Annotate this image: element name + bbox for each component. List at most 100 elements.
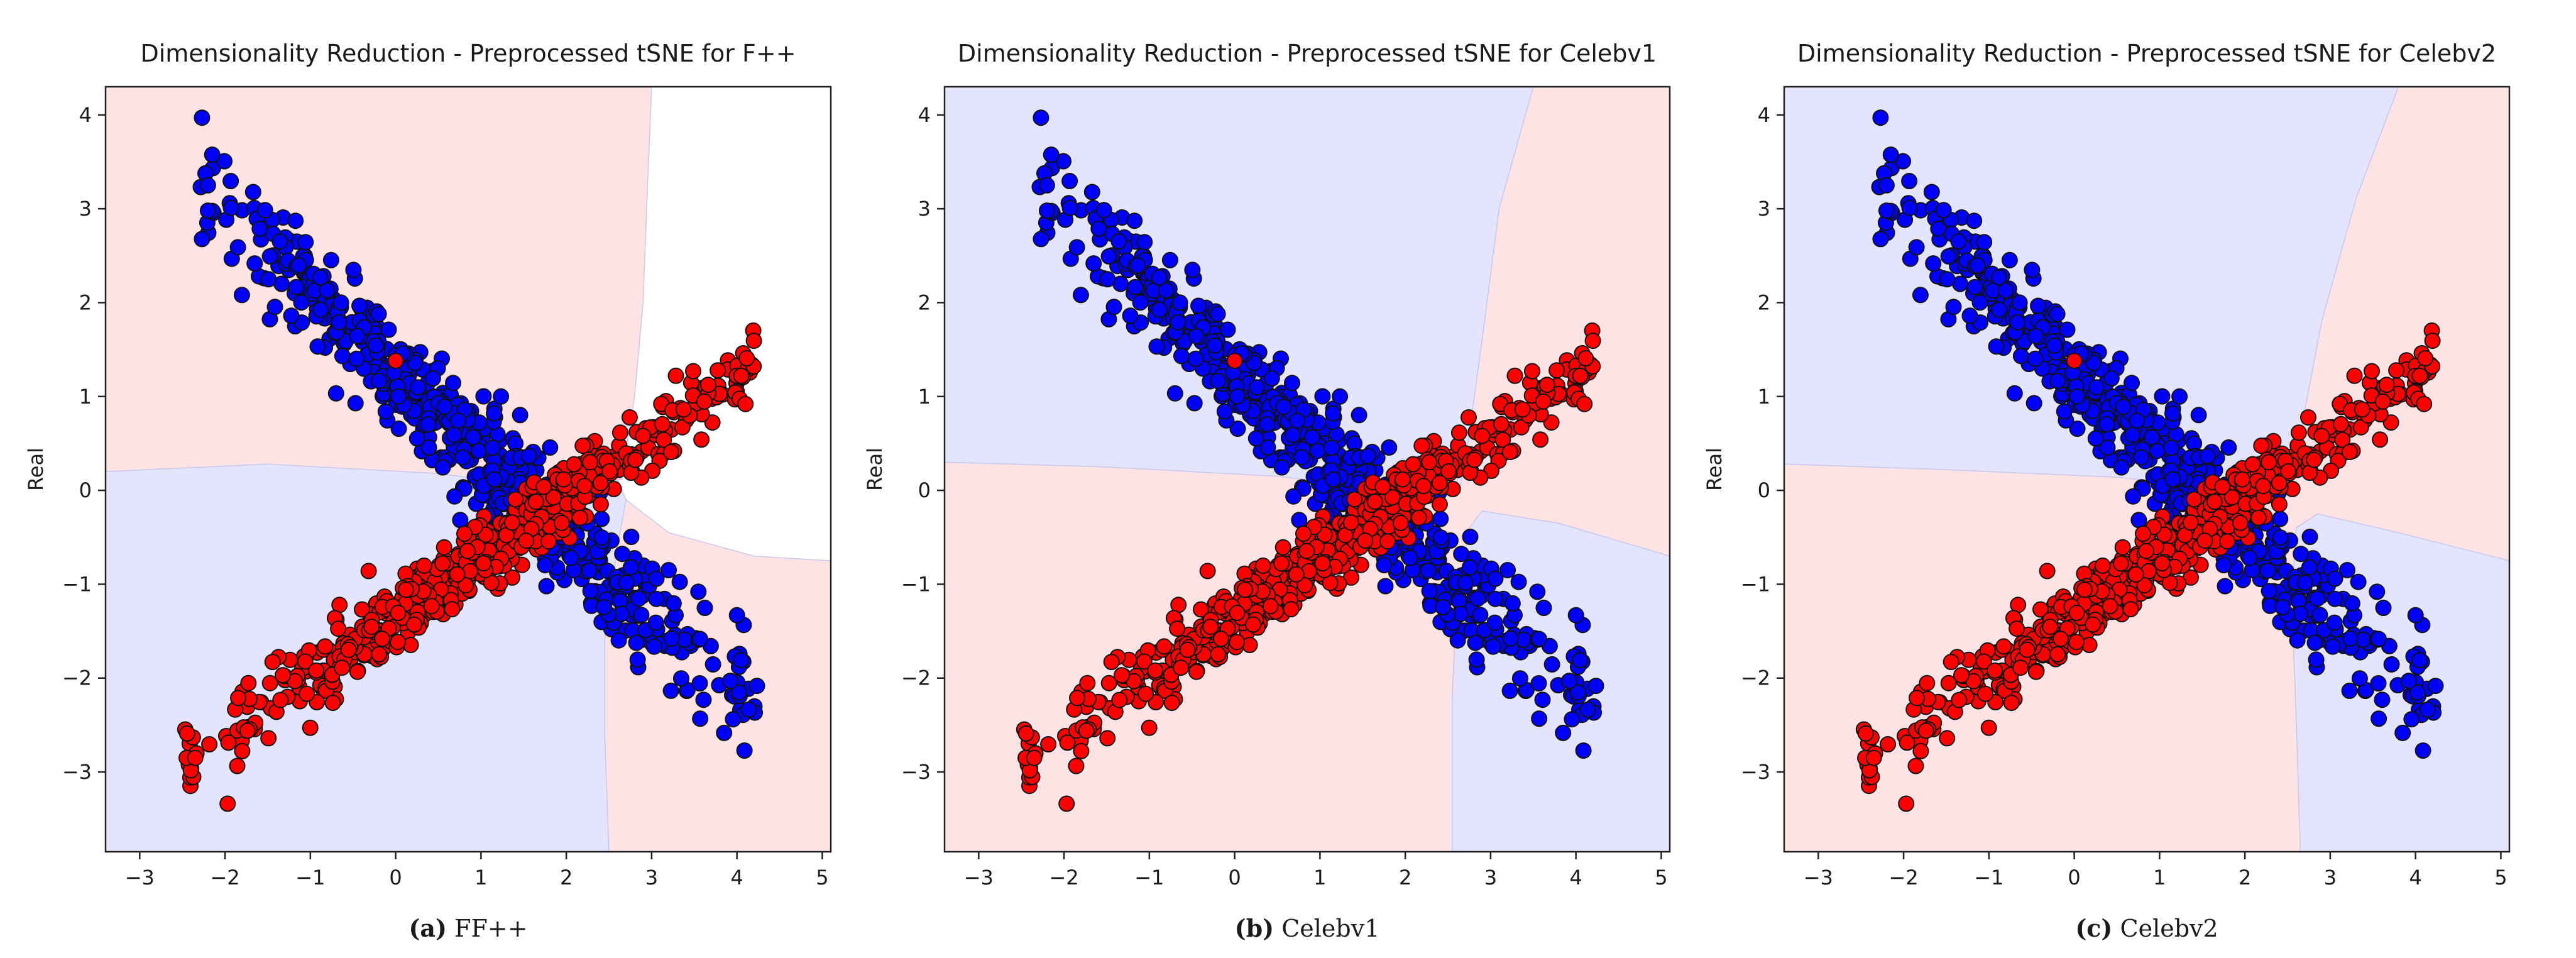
data-point-fake [1103,654,1120,670]
data-point-real [1219,321,1236,338]
data-point-real [2103,370,2120,387]
data-point-real [244,184,261,201]
data-point-real [1173,348,1190,365]
data-point-real [1248,379,1265,396]
data-point-fake [240,674,257,691]
data-point-fake [2354,401,2370,418]
data-point-fake [2352,419,2369,436]
data-point-real [1151,269,1168,286]
y-tick-label: 0 [79,478,92,502]
x-tick-label: 3 [2324,866,2337,889]
data-point-real [1901,173,1918,189]
data-point-real [475,388,492,405]
data-point-real [1531,710,1548,727]
data-point-real [1323,439,1340,456]
data-point-fake [1169,620,1186,637]
data-point-fake [2068,605,2085,621]
data-point-real [1457,574,1474,591]
data-point-real [1901,199,1918,216]
data-point-real [1099,271,1116,288]
data-point-real [2414,742,2431,759]
data-point-fake [387,353,404,369]
data-point-real [1421,583,1438,600]
data-point-real [2311,607,2328,624]
data-point-fake [2206,493,2223,510]
data-point-fake [260,730,277,747]
data-point-real [629,651,646,668]
data-point-fake [545,489,562,506]
data-point-fake [272,691,289,708]
data-point-real [2006,385,2023,402]
data-point-fake [655,431,672,448]
data-point-real [1148,338,1165,355]
data-point-real [1564,711,1581,728]
data-point-fake [1226,353,1243,369]
data-point-real [2125,488,2142,505]
data-point-real [1275,399,1292,416]
data-point-real [380,321,397,338]
data-point-real [2130,512,2147,529]
data-point-fake [1099,730,1116,747]
data-point-real [2025,395,2042,412]
y-tick-label: −3 [62,760,92,784]
series-fake [177,322,762,812]
data-point-real [1878,177,1895,194]
data-point-fake [1431,475,1448,492]
data-point-fake [2411,367,2428,384]
data-point-real [1908,239,1925,256]
data-point-real [287,212,304,229]
data-point-real [297,234,314,251]
data-point-fake [2049,646,2066,663]
data-point-real [312,269,329,286]
data-point-real [1105,299,1122,316]
data-point-fake [627,451,644,468]
data-point-real [730,684,747,701]
data-point-fake [1366,493,1383,510]
data-point-real [2407,607,2424,624]
data-point-fake [1995,638,2012,655]
data-point-fake [1413,438,1430,454]
data-point-fake [2154,555,2171,572]
data-point-real [2370,675,2387,691]
data-point-fake [230,690,246,707]
data-point-fake [475,555,492,572]
caption-text: Celebv1 [1274,915,1379,942]
data-point-real [1136,234,1153,251]
data-point-fake [1236,581,1253,598]
data-point-real [1309,443,1326,460]
data-point-real [610,632,627,649]
data-point-fake [1100,674,1117,691]
data-point-real [1171,294,1188,311]
y-tick-label: 3 [918,197,931,221]
data-point-real [1209,306,1226,322]
data-point-real [199,202,216,219]
decision-region-red-2 [604,498,831,852]
caption-label: (a) [408,914,447,942]
data-point-fake [2027,663,2044,680]
caption-label: (c) [2075,914,2112,942]
data-point-fake [1975,653,1992,670]
data-point-fake [1394,471,1411,488]
data-point-fake [574,438,591,454]
data-point-fake [2271,496,2288,513]
data-point-fake [1245,616,1261,633]
data-point-real [1325,471,1342,488]
data-point-real [1432,510,1449,527]
data-point-real [222,199,239,216]
data-point-fake [2136,577,2153,594]
data-point-fake [229,757,246,774]
data-point-fake [1283,601,1300,618]
data-point-fake [2094,557,2111,574]
data-point-real [1530,675,1547,691]
data-point-fake [1943,654,1959,670]
data-point-real [2296,574,2313,591]
data-point-fake [397,581,414,598]
data-point-real [648,570,665,587]
data-point-real [288,278,305,295]
data-point-fake [1514,401,1531,418]
data-point-real [2115,399,2132,416]
data-point-real [446,488,463,505]
data-point-fake [2255,478,2272,495]
data-point-real [2199,448,2216,465]
data-point-real [2370,630,2387,647]
